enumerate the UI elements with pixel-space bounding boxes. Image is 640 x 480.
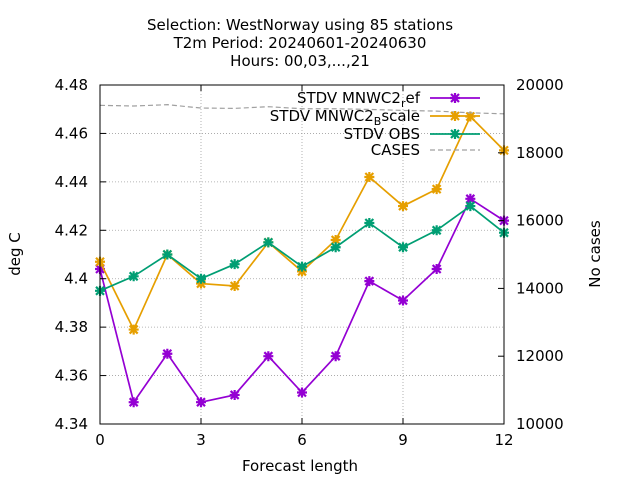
data-point <box>196 273 206 284</box>
data-point <box>229 280 240 291</box>
y-tick-label: 4.38 <box>55 318 88 336</box>
legend-item: STDV MNWC2Bscale <box>270 107 480 128</box>
data-point <box>330 351 341 362</box>
y-tick-label: 4.34 <box>55 415 88 433</box>
data-point <box>364 172 375 183</box>
legend-label-subscript: B <box>374 115 382 128</box>
legend-label-main: STDV MNWC2 <box>270 107 374 125</box>
data-point <box>162 348 173 359</box>
y2-tick-label: 10000 <box>516 415 564 433</box>
x-tick-label: 0 <box>95 431 105 449</box>
y2-tick-label: 18000 <box>516 144 564 162</box>
y2-axis-label: No cases <box>586 220 604 288</box>
data-point <box>431 184 442 195</box>
data-point <box>229 389 240 400</box>
x-tick-label: 9 <box>398 431 408 449</box>
legend-label-tail: scale <box>381 107 420 125</box>
data-point <box>263 237 274 248</box>
title-line-3: Hours: 00,03,...,21 <box>230 52 370 70</box>
data-point <box>229 259 240 270</box>
legend-label-main: STDV MNWC2 <box>297 89 401 107</box>
y2-tick-label: 12000 <box>516 347 564 365</box>
x-tick-label: 6 <box>297 431 307 449</box>
series-line <box>99 104 505 115</box>
y-tick-label: 4.4 <box>64 270 88 288</box>
title-line-2: T2m Period: 20240601-20240630 <box>173 34 427 52</box>
legend-label-subscript: r <box>401 97 406 110</box>
data-point <box>196 397 206 408</box>
title-line-1: Selection: WestNorway using 85 stations <box>147 16 453 34</box>
data-point <box>297 387 307 398</box>
y2-tick-label: 16000 <box>516 212 564 230</box>
series-stdv-obs <box>95 201 509 296</box>
legend-marker <box>450 93 460 103</box>
series-line <box>99 205 505 292</box>
data-point <box>364 218 375 229</box>
y-tick-label: 4.42 <box>55 221 88 239</box>
grid <box>100 85 504 424</box>
x-tick-label: 3 <box>196 431 206 449</box>
legend-item: CASES <box>371 141 480 159</box>
legend-label-tail: ef <box>405 89 420 107</box>
data-point <box>297 261 307 272</box>
legend-label: STDV MNWC2Bscale <box>270 107 420 128</box>
data-point <box>162 249 173 260</box>
y-axis-label: deg C <box>6 232 24 276</box>
data-point <box>128 397 139 408</box>
data-point <box>263 351 274 362</box>
legend-label-main: STDV OBS <box>344 125 420 143</box>
series-cases <box>99 104 505 115</box>
data-point <box>128 324 139 335</box>
legend-marker <box>450 129 460 139</box>
data-point <box>128 271 139 282</box>
y-tick-label: 4.44 <box>55 173 88 191</box>
legend-item: STDV OBS <box>344 125 480 143</box>
y-tick-label: 4.48 <box>55 76 88 94</box>
y2-tick-label: 20000 <box>516 76 564 94</box>
data-point <box>465 201 476 212</box>
y2-axis-ticks: 10000 12000 14000 16000 18000 20000 <box>498 76 564 433</box>
data-point <box>431 264 442 275</box>
y-tick-label: 4.36 <box>55 367 88 385</box>
data-point <box>465 193 476 204</box>
legend-label: STDV OBS <box>344 125 420 143</box>
data-point <box>330 242 341 253</box>
legend-label: CASES <box>371 141 420 159</box>
y-axis-ticks: 4.34 4.36 4.38 4.4 4.42 4.44 4.46 4.48 <box>55 76 106 433</box>
data-point <box>330 234 341 245</box>
data-point <box>398 295 408 306</box>
x-tick-label: 12 <box>494 431 513 449</box>
x-axis-label: Forecast length <box>242 457 358 475</box>
y2-tick-label: 14000 <box>516 279 564 297</box>
legend-label-main: CASES <box>371 141 420 159</box>
data-point <box>431 225 442 236</box>
data-point <box>398 201 408 212</box>
legend-marker <box>450 111 460 121</box>
legend-item: STDV MNWC2ref <box>297 89 480 110</box>
y-tick-label: 4.46 <box>55 124 88 142</box>
legend-label: STDV MNWC2ref <box>297 89 421 110</box>
data-point <box>364 276 375 287</box>
data-point <box>398 242 408 253</box>
x-axis-ticks: 0 3 6 9 12 <box>95 85 514 449</box>
chart-title: Selection: WestNorway using 85 stations … <box>147 16 453 70</box>
